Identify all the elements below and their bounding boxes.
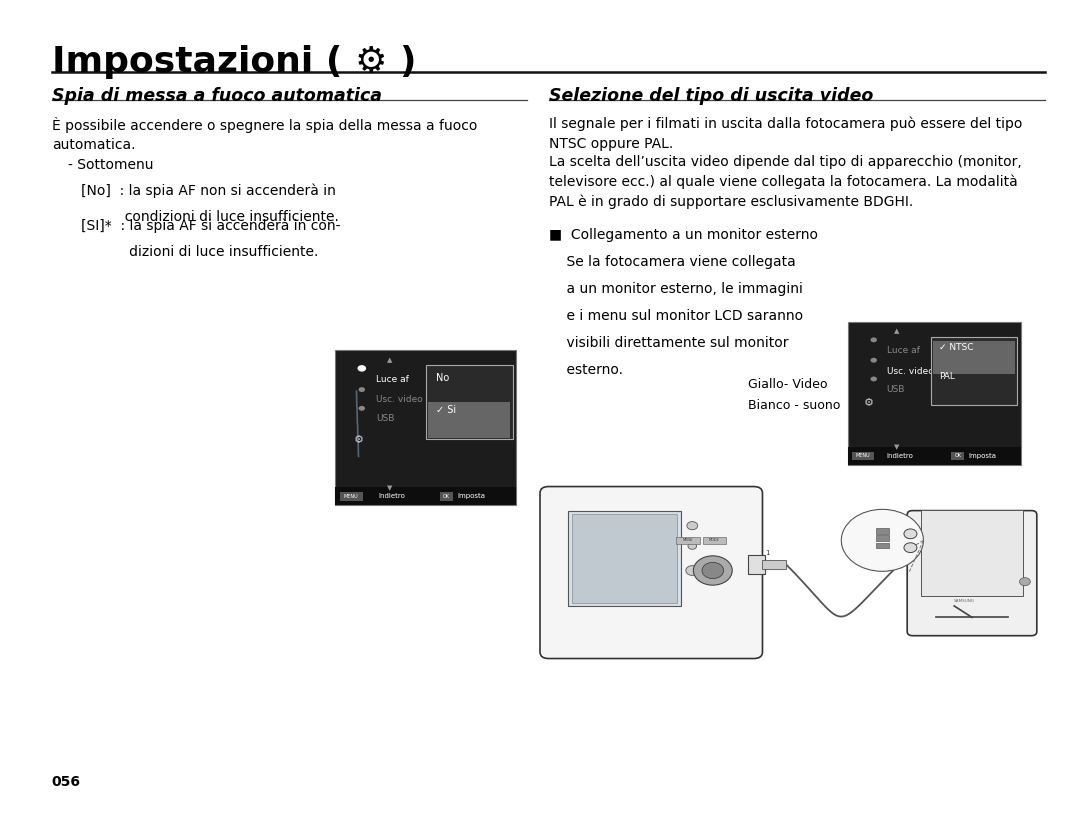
Text: Bianco - suono: Bianco - suono [748,399,841,412]
Bar [848,447,1021,465]
Text: Usc. video: Usc. video [376,395,422,404]
FancyBboxPatch shape [907,510,1037,636]
Bar [426,365,513,439]
Circle shape [841,509,923,571]
Text: MENU: MENU [343,494,359,499]
Text: e i menu sul monitor LCD saranno: e i menu sul monitor LCD saranno [549,309,802,323]
Circle shape [688,543,697,549]
Bar [951,452,964,460]
Bar [748,555,765,575]
Text: a un monitor esterno, le immagini: a un monitor esterno, le immagini [549,282,802,296]
Text: condizioni di luce insufficiente.: condizioni di luce insufficiente. [81,210,339,224]
Text: MENU: MENU [855,453,870,458]
Bar [933,341,1015,373]
Bar [876,543,889,548]
Circle shape [359,387,365,392]
Text: Indietro: Indietro [378,493,405,500]
Text: USB: USB [376,414,394,423]
Circle shape [870,358,877,363]
Text: [No]  : la spia AF non si accenderà in: [No] : la spia AF non si accenderà in [81,183,336,198]
Text: No: No [436,373,449,383]
Circle shape [1020,578,1030,586]
Text: Imposta: Imposta [457,493,485,500]
Circle shape [686,566,699,575]
Bar [876,535,889,541]
Text: - Sottomenu: - Sottomenu [68,158,153,172]
Circle shape [359,406,365,411]
Text: ⚙: ⚙ [864,399,875,408]
FancyBboxPatch shape [540,487,762,659]
Text: ▼: ▼ [893,444,899,450]
Text: Indietro: Indietro [887,452,914,459]
Bar [852,452,874,460]
Circle shape [693,556,732,585]
Text: USB: USB [887,385,905,394]
Text: ✓ NTSC: ✓ NTSC [940,343,974,352]
Bar [676,537,700,544]
Bar [335,350,516,505]
Bar [572,514,676,603]
Text: esterno.: esterno. [549,363,623,377]
Text: Luce af: Luce af [376,375,408,384]
Text: SAMSUNG: SAMSUNG [955,599,975,603]
Circle shape [357,365,366,372]
Text: Impostazioni ( ⚙ ): Impostazioni ( ⚙ ) [52,45,417,79]
Circle shape [870,337,877,342]
Text: Usc. video: Usc. video [887,367,933,376]
Text: ✓ Si: ✓ Si [436,405,457,416]
Text: Giallo- Video: Giallo- Video [748,378,828,391]
Bar [921,510,1023,596]
Text: Luce af: Luce af [887,346,919,355]
Bar [703,537,727,544]
Bar [876,528,889,534]
Bar [931,337,1017,405]
Bar [440,492,453,501]
Bar [848,322,1021,465]
Text: ■  Collegamento a un monitor esterno: ■ Collegamento a un monitor esterno [549,228,818,242]
Text: dizioni di luce insufficiente.: dizioni di luce insufficiente. [81,245,319,259]
Bar [340,492,363,501]
Circle shape [702,562,724,579]
Text: MODE: MODE [710,539,719,542]
Text: 1: 1 [766,550,770,557]
Text: OK: OK [955,453,961,458]
Circle shape [904,543,917,553]
Text: [SI]*  : la spia AF si accenderà in con-: [SI]* : la spia AF si accenderà in con- [81,218,340,233]
Circle shape [687,522,698,530]
Text: Se la fotocamera viene collegata: Se la fotocamera viene collegata [549,255,795,269]
Text: Selezione del tipo di uscita video: Selezione del tipo di uscita video [549,87,873,105]
Bar [428,402,511,438]
Text: ⚙: ⚙ [353,435,364,445]
Text: MENU: MENU [683,539,693,542]
Text: Spia di messa a fuoco automatica: Spia di messa a fuoco automatica [52,87,382,105]
Text: PAL: PAL [940,372,955,381]
Text: La scelta dell’uscita video dipende dal tipo di apparecchio (monitor,
televisore: La scelta dell’uscita video dipende dal … [549,155,1022,209]
Text: ▲: ▲ [893,328,899,334]
Text: È possibile accendere o spegnere la spia della messa a fuoco
automatica.: È possibile accendere o spegnere la spia… [52,117,477,152]
Text: Imposta: Imposta [969,452,997,459]
Text: OK: OK [443,494,450,499]
Text: visibili direttamente sul monitor: visibili direttamente sul monitor [549,336,788,350]
Bar [762,560,786,570]
Text: Il segnale per i filmati in uscita dalla fotocamera può essere del tipo
NTSC opp: Il segnale per i filmati in uscita dalla… [549,117,1022,151]
Bar [335,487,516,505]
Bar [568,511,681,606]
Text: ▼: ▼ [387,485,392,491]
Circle shape [904,529,917,539]
Text: ▲: ▲ [387,357,392,363]
Text: 056: 056 [52,775,81,789]
Circle shape [870,377,877,381]
